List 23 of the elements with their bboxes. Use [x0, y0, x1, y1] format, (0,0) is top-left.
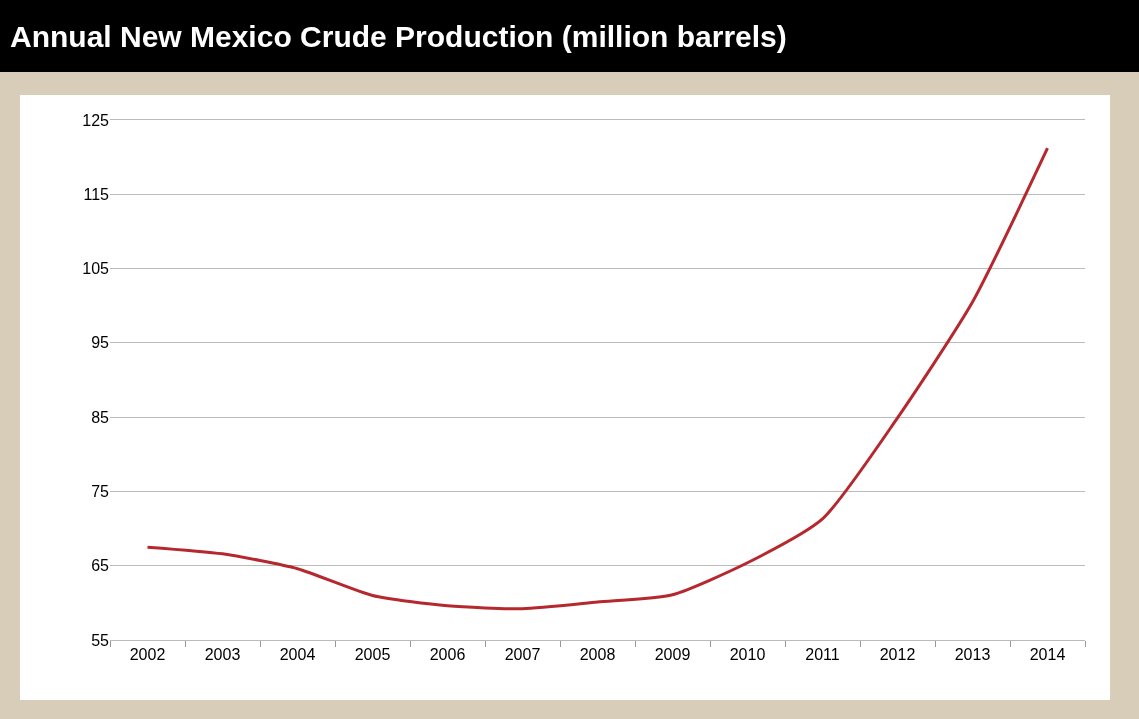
x-tick-label: 2009: [654, 646, 691, 664]
x-tick-label: 2011: [805, 646, 840, 664]
x-tick-label: 2007: [504, 646, 541, 664]
line-series: [146, 146, 1049, 611]
y-tick-label: 95: [91, 334, 110, 352]
y-tick-label: 55: [91, 631, 110, 649]
x-tick-label: 2002: [129, 646, 166, 664]
x-tick-label: 2006: [429, 646, 466, 664]
x-tick-label: 2014: [1029, 646, 1066, 664]
y-tick-label: 65: [91, 557, 110, 575]
x-tick-label: 2008: [579, 646, 616, 664]
x-tick-label: 2005: [354, 646, 391, 664]
x-tick-label: 2012: [879, 646, 916, 664]
y-tick-label: 75: [91, 483, 110, 501]
y-tick-label: 85: [91, 408, 110, 426]
y-tick-label: 105: [82, 260, 110, 278]
x-tick-label: 2003: [204, 646, 241, 664]
x-tick-label: 2013: [954, 646, 991, 664]
x-tick-label: 2010: [729, 646, 766, 664]
x-tick-label: 2004: [279, 646, 316, 664]
y-tick-label: 115: [83, 185, 110, 203]
chart-title: Annual New Mexico Crude Production (million barrels): [10, 19, 787, 53]
y-tick-label: 125: [82, 111, 110, 129]
